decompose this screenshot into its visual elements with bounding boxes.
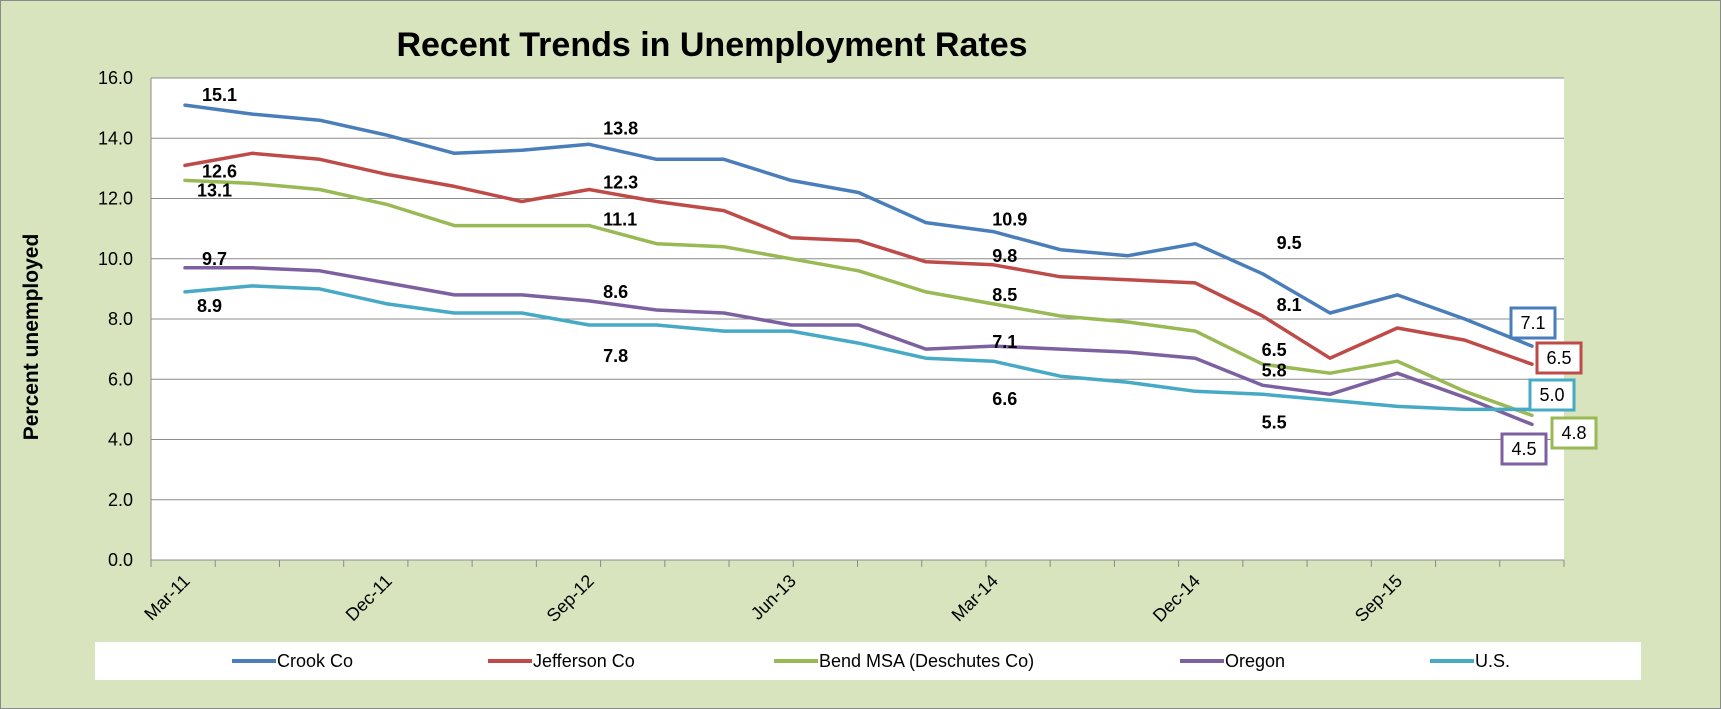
y-tick-label: 12.0 [98,189,133,209]
series-lines [183,103,1534,427]
data-label: 12.6 [202,161,237,181]
legend-label: U.S. [1475,651,1510,671]
data-label: 7.1 [992,332,1017,352]
data-label: 8.6 [603,282,628,302]
data-label: 13.1 [197,180,232,200]
y-tick-label: 0.0 [108,550,133,570]
end-label-box [1509,306,1557,340]
data-label: 12.3 [603,172,638,192]
legend-label: Crook Co [277,651,353,671]
x-tick-label: Sep-12 [543,571,598,626]
series-line-crook-co [183,103,1534,348]
x-tick-label: Jun-13 [747,571,800,624]
y-tick-label: 10.0 [98,249,133,269]
series-line-bend-msa-deschutes-co- [183,178,1534,418]
end-label: 5.0 [1539,385,1564,405]
end-label-box [1500,432,1548,466]
y-axis-label: Percent unemployed [20,234,43,441]
data-label: 5.8 [1262,360,1287,380]
end-label-box [1535,341,1583,375]
chart-title: Recent Trends in Unemployment Rates [396,26,1027,64]
data-label: 11.1 [603,210,637,230]
legend-label: Jefferson Co [533,651,635,671]
gridlines [151,77,1564,501]
legend-box [95,642,1641,680]
data-label: 7.8 [603,346,628,366]
y-tick-label: 6.0 [108,369,133,389]
data-label: 6.5 [1262,340,1287,360]
series-line-oregon [183,266,1534,427]
series-line-u-s- [183,284,1534,412]
data-label: 15.1 [202,85,237,105]
data-label: 8.9 [197,296,222,316]
data-label: 8.5 [992,285,1017,305]
end-label: 4.5 [1511,439,1536,459]
x-tick-label: Sep-15 [1351,571,1406,626]
data-labels: 15.1 13.112.6 9.7 8.9 13.8 12.3 11.1 8.6 7.8 10.9… [197,85,1302,432]
x-tick-label: Dec-14 [1149,571,1204,626]
data-label: 9.8 [992,246,1017,266]
x-tick-label: Dec-11 [342,571,396,625]
data-label: 8.1 [1277,295,1302,315]
y-tick-labels: 0.0 2.0 4.0 6.0 8.0 10.0 12.0 14.0 16.0 [98,68,133,570]
legend-label: Bend MSA (Deschutes Co) [819,651,1034,671]
y-tick-label: 14.0 [98,128,133,148]
end-label: 7.1 [1520,313,1545,333]
x-tick-labels: Mar-11 Dec-11 Sep-12 Jun-13 Mar-14 Dec-14 Sep-… [140,571,1406,626]
x-tick-label: Mar-11 [140,571,194,625]
legend: Crook Co Jefferson Co Bend MSA (Deschutes … [232,651,1510,671]
y-tick-label: 2.0 [108,490,133,510]
end-label: 6.5 [1546,348,1571,368]
axes [150,78,1565,567]
data-label: 6.6 [992,389,1017,409]
data-label: 5.5 [1262,412,1287,432]
series-line-jefferson-co [183,151,1534,366]
end-labels: 7.16.5 5.0 4.8 4.5 [1500,306,1598,466]
y-tick-label: 16.0 [98,68,133,88]
data-label: 9.5 [1277,233,1302,253]
data-label: 13.8 [603,118,638,138]
end-label-box [1528,378,1576,412]
data-label: 10.9 [992,210,1027,230]
x-tick-label: Mar-14 [948,571,1002,625]
legend-label: Oregon [1225,651,1285,671]
data-label: 9.7 [202,249,227,269]
end-label: 4.8 [1561,423,1586,443]
y-tick-label: 4.0 [108,430,133,450]
y-tick-label: 8.0 [108,309,133,329]
end-label-box [1550,416,1598,450]
